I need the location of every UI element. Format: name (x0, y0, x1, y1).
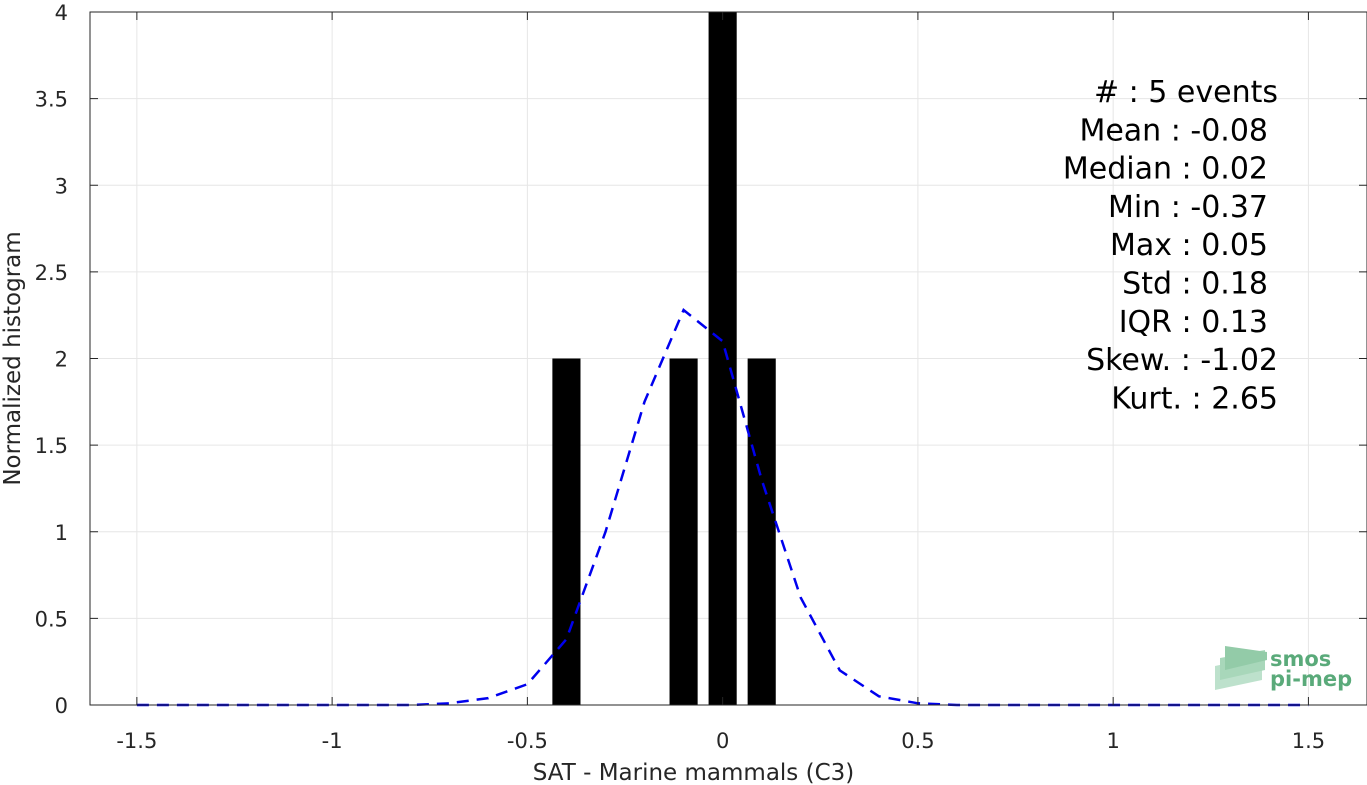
x-tick-label: -1.5 (116, 729, 157, 753)
x-tick-label: 0.5 (901, 729, 934, 753)
x-axis-label: SAT - Marine mammals (C3) (533, 760, 855, 785)
y-tick-label: 3.5 (35, 88, 68, 112)
x-tick-label: 1.5 (1292, 729, 1325, 753)
y-tick-label: 1 (55, 521, 68, 545)
stat-max: Max : 0.05 (1110, 228, 1268, 263)
histogram-bar (708, 12, 737, 705)
y-tick-label: 2.5 (35, 261, 68, 285)
histogram-bars (552, 12, 776, 705)
x-axis-ticks: -1.5 -1 -0.5 0 0.5 1 1.5 (116, 12, 1325, 753)
x-tick-label: -0.5 (507, 729, 548, 753)
stat-mean: Mean : -0.08 (1079, 113, 1268, 148)
logo-text-smos: smos (1270, 647, 1331, 671)
logo-stack-icon (1215, 646, 1267, 690)
y-tick-label: 2 (55, 348, 68, 372)
smos-pimep-logo: smos pi-mep (1215, 646, 1352, 691)
stat-events: # : 5 events (1094, 75, 1278, 110)
x-tick-label: 1 (1106, 729, 1119, 753)
stat-min: Min : -0.37 (1108, 190, 1268, 225)
y-tick-label: 0 (55, 694, 68, 718)
x-tick-label: 0 (716, 729, 729, 753)
histogram-bar (747, 358, 776, 705)
logo-text-pimep: pi-mep (1270, 667, 1352, 691)
y-tick-label: 3 (55, 174, 68, 198)
histogram-bar (552, 358, 581, 705)
stat-std: Std : 0.18 (1122, 267, 1268, 302)
y-axis-label: Normalized histogram (0, 231, 26, 485)
stats-box: # : 5 events Mean : -0.08 Median : 0.02 … (1063, 75, 1278, 416)
stat-skew: Skew. : -1.02 (1086, 343, 1278, 378)
stat-kurt: Kurt. : 2.65 (1111, 381, 1278, 416)
stat-median: Median : 0.02 (1063, 152, 1268, 187)
y-axis-ticks: 0 0.5 1 1.5 2 2.5 3 3.5 4 (35, 1, 1367, 718)
stat-iqr: IQR : 0.13 (1119, 305, 1268, 340)
y-tick-label: 0.5 (35, 607, 68, 631)
y-tick-label: 1.5 (35, 434, 68, 458)
histogram-bar (669, 358, 698, 705)
x-tick-label: -1 (322, 729, 343, 753)
y-tick-label: 4 (55, 1, 68, 25)
